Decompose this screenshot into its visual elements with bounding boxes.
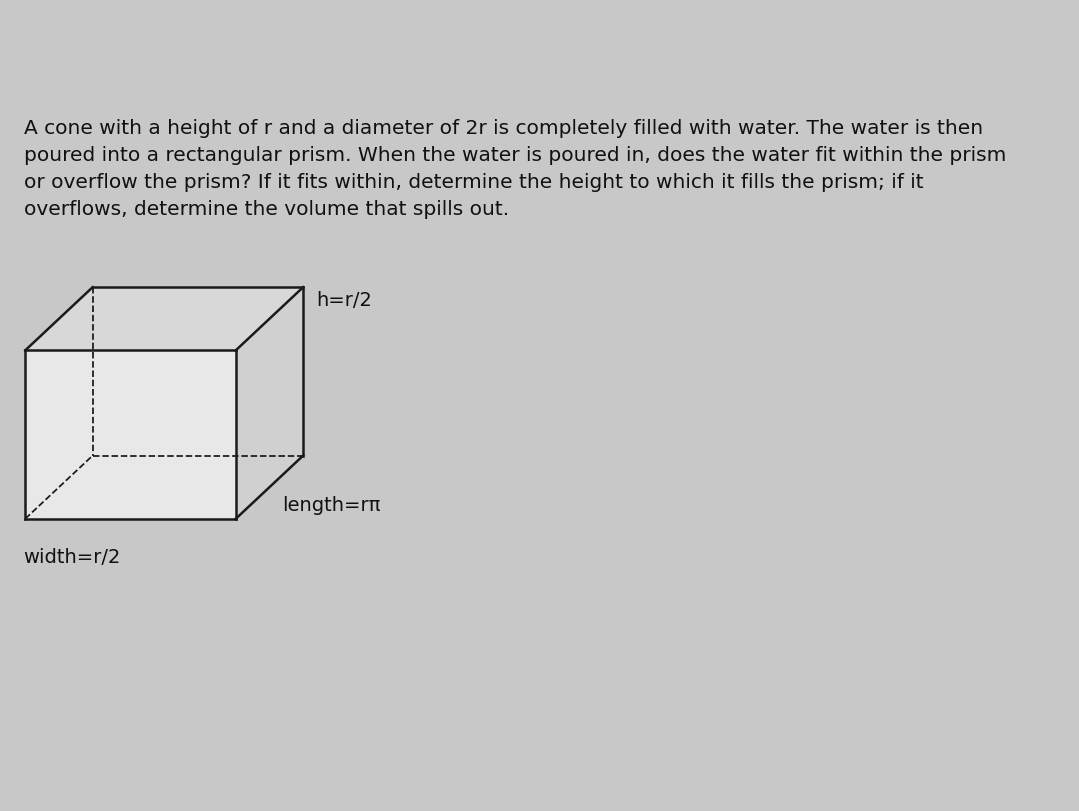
Text: overflows, determine the volume that spills out.: overflows, determine the volume that spi… [24, 200, 508, 219]
Text: length=rπ: length=rπ [282, 496, 381, 515]
Text: h=r/2: h=r/2 [316, 291, 371, 311]
Text: poured into a rectangular prism. When the water is poured in, does the water fit: poured into a rectangular prism. When th… [24, 146, 1006, 165]
Polygon shape [25, 350, 236, 519]
Text: or overflow the prism? If it fits within, determine the height to which it fills: or overflow the prism? If it fits within… [24, 173, 924, 191]
Text: A cone with a height of r and a diameter of 2r is completely filled with water. : A cone with a height of r and a diameter… [24, 118, 983, 138]
Text: width=r/2: width=r/2 [24, 548, 121, 567]
Polygon shape [25, 287, 303, 350]
Polygon shape [236, 287, 303, 519]
